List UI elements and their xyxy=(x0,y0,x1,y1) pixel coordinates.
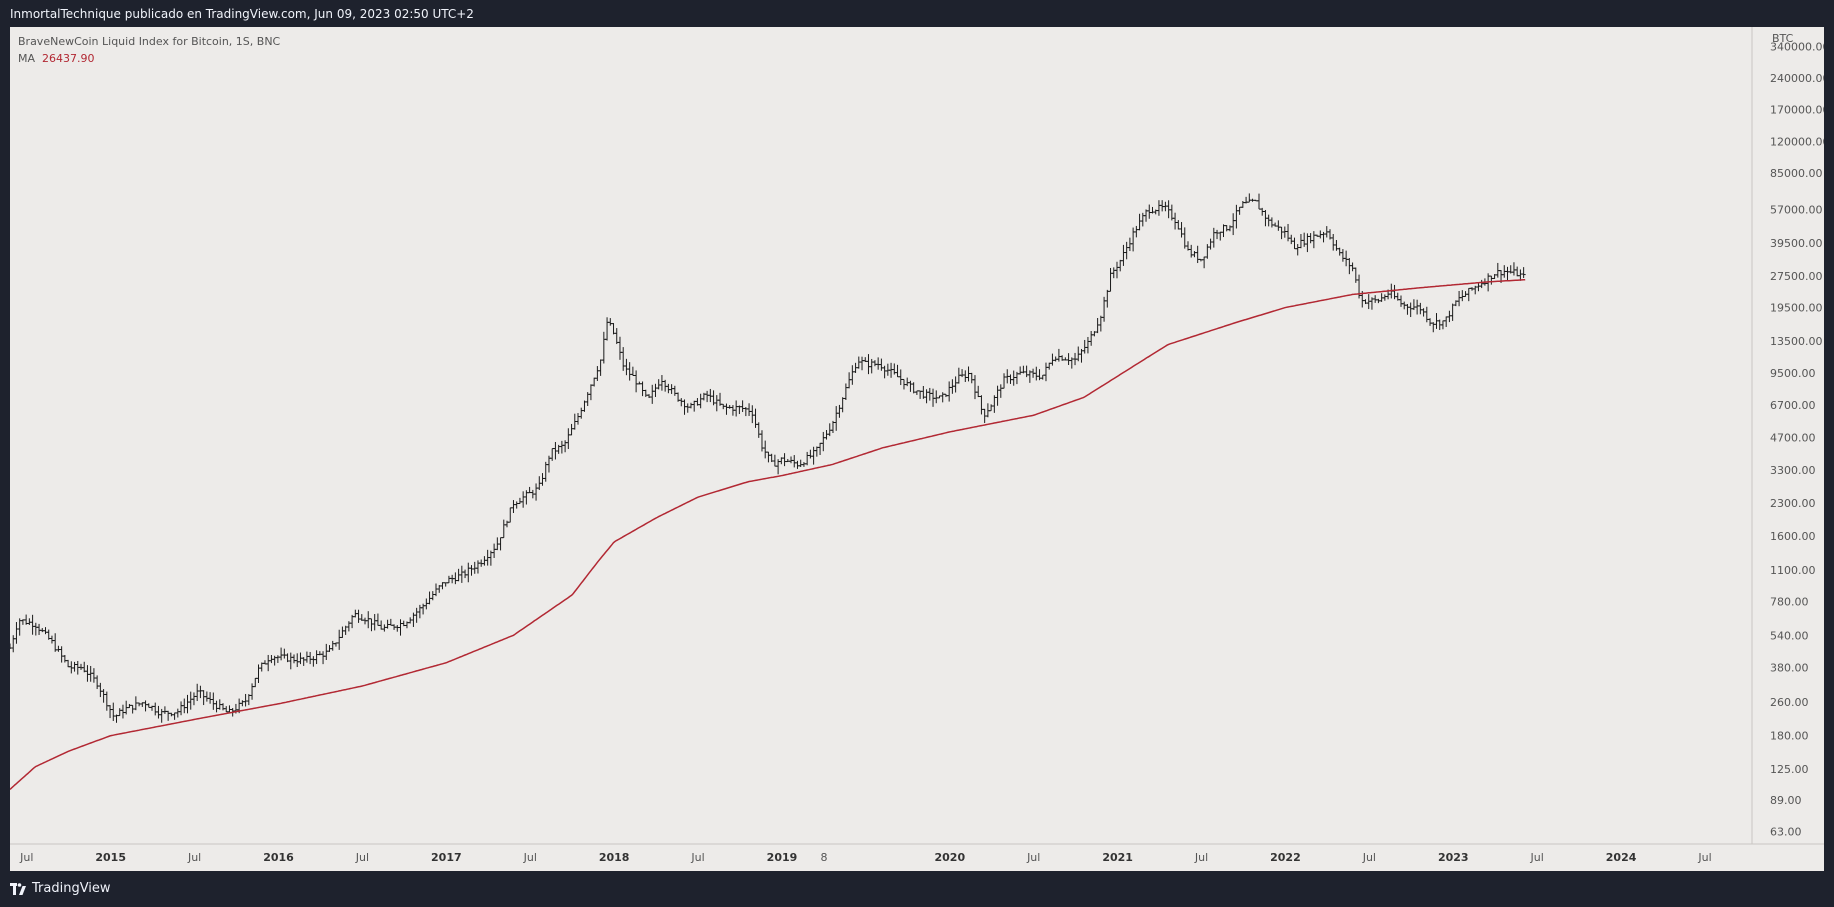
y-tick-label: 780.00 xyxy=(1770,596,1809,609)
y-tick-label: 13500.00 xyxy=(1770,335,1823,348)
y-tick-label: 260.00 xyxy=(1770,696,1809,709)
brand-name: TradingView xyxy=(32,881,111,896)
y-tick-label: 125.00 xyxy=(1770,763,1809,776)
x-tick-label: 8 xyxy=(820,851,827,864)
y-tick-label: 19500.00 xyxy=(1770,302,1823,315)
x-tick-label: Jul xyxy=(1026,851,1040,864)
y-tick-label: 540.00 xyxy=(1770,629,1809,642)
x-tick-label: 2021 xyxy=(1102,851,1133,864)
y-tick-label: 3300.00 xyxy=(1770,464,1816,477)
x-tick-label: 2022 xyxy=(1270,851,1301,864)
x-tick-label: Jul xyxy=(690,851,704,864)
y-tick-label: 9500.00 xyxy=(1770,367,1816,380)
x-tick-label: 2023 xyxy=(1438,851,1469,864)
ma-legend: MA 26437.90 xyxy=(18,50,280,67)
y-tick-label: 63.00 xyxy=(1770,826,1802,839)
x-tick-label: Jul xyxy=(19,851,33,864)
time-axis: Jul 2015 Jul 2016 Jul 2017 Jul 2018 Jul 2019 8 2020… xyxy=(10,843,1824,864)
x-tick-label: Jul xyxy=(1362,851,1376,864)
y-tick-label: 240000.00 xyxy=(1770,72,1824,85)
x-tick-label: Jul xyxy=(1194,851,1208,864)
chart-panel[interactable]: Jul 2015 Jul 2016 Jul 2017 Jul 2018 Jul 2019 8 2020… xyxy=(10,27,1824,871)
y-tick-label: 27500.00 xyxy=(1770,270,1823,283)
chart-legend: BraveNewCoin Liquid Index for Bitcoin, 1… xyxy=(18,33,280,67)
footer-bar: TradingView xyxy=(0,871,1834,907)
currency-label: BTC xyxy=(1772,32,1794,45)
y-tick-label: 39500.00 xyxy=(1770,237,1823,250)
x-tick-label: 2020 xyxy=(934,851,965,864)
y-tick-label: 6700.00 xyxy=(1770,399,1816,412)
y-tick-label: 57000.00 xyxy=(1770,204,1823,217)
y-tick-label: 85000.00 xyxy=(1770,167,1823,180)
x-tick-label: 2019 xyxy=(767,851,798,864)
ma-line-group xyxy=(10,278,1526,790)
y-tick-label: 180.00 xyxy=(1770,730,1809,743)
y-tick-label: 340000.00 xyxy=(1770,40,1824,53)
tradingview-logo-icon xyxy=(10,882,26,895)
ohlc-bars xyxy=(10,193,1526,723)
x-tick-label: Jul xyxy=(355,851,369,864)
x-tick-label: Jul xyxy=(523,851,537,864)
publisher-bar: InmortalTechnique publicado en TradingVi… xyxy=(0,0,1834,27)
y-tick-label: 2300.00 xyxy=(1770,497,1816,510)
y-tick-label: 380.00 xyxy=(1770,661,1809,674)
x-tick-label: 2016 xyxy=(263,851,294,864)
x-tick-label: Jul xyxy=(187,851,201,864)
price-chart[interactable]: Jul 2015 Jul 2016 Jul 2017 Jul 2018 Jul 2019 8 2020… xyxy=(10,27,1824,871)
x-tick-label: 2024 xyxy=(1606,851,1637,864)
y-tick-label: 1100.00 xyxy=(1770,564,1816,577)
x-tick-label: 2018 xyxy=(599,851,630,864)
ma-label: MA xyxy=(18,52,36,65)
y-tick-label: 1600.00 xyxy=(1770,530,1816,543)
x-tick-label: Jul xyxy=(1697,851,1711,864)
ma-line xyxy=(10,278,1526,790)
x-tick-label: 2015 xyxy=(95,851,126,864)
x-tick-label: Jul xyxy=(1530,851,1544,864)
y-tick-label: 4700.00 xyxy=(1770,432,1816,445)
x-tick-label: 2017 xyxy=(431,851,462,864)
y-tick-label: 170000.00 xyxy=(1770,104,1824,117)
ma-value: 26437.90 xyxy=(42,52,95,65)
y-tick-label: 89.00 xyxy=(1770,794,1802,807)
publisher-line: InmortalTechnique publicado en TradingVi… xyxy=(10,7,474,21)
y-tick-label: 120000.00 xyxy=(1770,135,1824,148)
tradingview-logo[interactable]: TradingView xyxy=(10,881,111,896)
symbol-title: BraveNewCoin Liquid Index for Bitcoin, 1… xyxy=(18,35,281,48)
